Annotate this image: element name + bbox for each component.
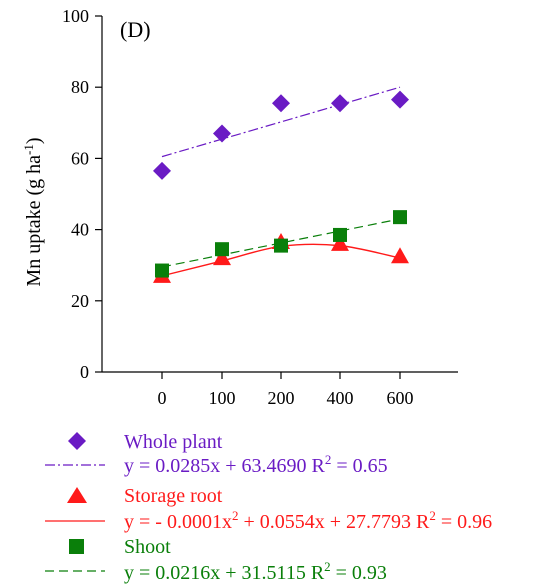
data-markers xyxy=(153,90,409,283)
eq-whole-plant-prefix: y = 0.0285x + 63.4690 R xyxy=(124,455,326,477)
point-storage-root-100 xyxy=(213,249,231,266)
point-shoot-600 xyxy=(393,210,407,225)
eq-shoot-r2-value: = 0.93 xyxy=(331,562,387,584)
point-whole-plant-200 xyxy=(272,94,290,113)
legend-label-shoot: Shoot xyxy=(124,536,171,558)
trend-line-shoot xyxy=(161,218,401,268)
y-axis-label: Mn uptake (g ha-1) xyxy=(21,137,45,286)
y-tick-label-80: 80 xyxy=(71,77,89,97)
point-whole-plant-400 xyxy=(331,94,349,113)
x-ticks: 0 100 200 400 600 xyxy=(158,372,414,408)
eq-storage-root-prefix: y = - 0.0001x xyxy=(124,511,232,533)
eq-storage-root-r2-sup: 2 xyxy=(429,508,436,523)
point-shoot-400 xyxy=(333,227,347,242)
point-shoot-200 xyxy=(274,238,288,253)
x-tick-label-400: 400 xyxy=(327,388,354,408)
x-tick-label-100: 100 xyxy=(209,388,236,408)
legend-marker-storage-root xyxy=(67,487,87,503)
x-tick-label-0: 0 xyxy=(158,388,167,408)
y-ticks: 0 20 40 60 80 100 xyxy=(62,6,102,382)
y-tick-label-60: 60 xyxy=(71,148,89,168)
legend-equation-shoot: y = 0.0216x + 31.5115 R2 = 0.93 xyxy=(124,559,387,584)
legend-equation-whole-plant: y = 0.0285x + 63.4690 R2 = 0.65 xyxy=(124,452,388,477)
legend-marker-shoot xyxy=(69,539,84,554)
point-storage-root-400 xyxy=(331,234,349,251)
legend-label-whole-plant: Whole plant xyxy=(124,431,223,453)
y-tick-label-100: 100 xyxy=(62,6,89,26)
eq-shoot-prefix: y = 0.0216x + 31.5115 R xyxy=(124,562,325,584)
point-whole-plant-100 xyxy=(213,124,231,143)
legend: Whole plant y = 0.0285x + 63.4690 R2 = 0… xyxy=(45,431,492,584)
eq-storage-root-middle: + 0.0554x + 27.7793 R xyxy=(238,511,430,533)
legend-equation-storage-root: y = - 0.0001x2 + 0.0554x + 27.7793 R2 = … xyxy=(124,508,492,533)
y-tick-label-0: 0 xyxy=(80,362,89,382)
eq-whole-plant-r2-sup: 2 xyxy=(325,452,332,467)
point-whole-plant-600 xyxy=(391,90,409,109)
y-tick-label-20: 20 xyxy=(71,291,89,311)
point-shoot-100 xyxy=(215,242,229,257)
eq-shoot-r2-sup: 2 xyxy=(324,559,331,574)
trend-line-whole-plant xyxy=(161,86,401,158)
eq-whole-plant-r2-value: = 0.65 xyxy=(331,455,387,477)
y-axis-label-sup: -1 xyxy=(21,144,36,155)
point-storage-root-600 xyxy=(391,247,409,264)
y-axis-label-tail: ) xyxy=(23,137,45,144)
panel-label: (D) xyxy=(120,17,151,42)
y-axis-label-main: Mn uptake (g ha xyxy=(23,155,45,287)
legend-label-storage-root: Storage root xyxy=(124,485,223,507)
eq-storage-root-x2-sup: 2 xyxy=(232,508,239,523)
point-whole-plant-0 xyxy=(153,161,171,180)
point-shoot-0 xyxy=(155,263,169,278)
x-tick-label-600: 600 xyxy=(387,388,414,408)
legend-marker-whole-plant xyxy=(68,432,86,450)
y-tick-label-40: 40 xyxy=(71,220,89,240)
eq-storage-root-r2-value: = 0.96 xyxy=(436,511,492,533)
x-tick-label-200: 200 xyxy=(268,388,295,408)
